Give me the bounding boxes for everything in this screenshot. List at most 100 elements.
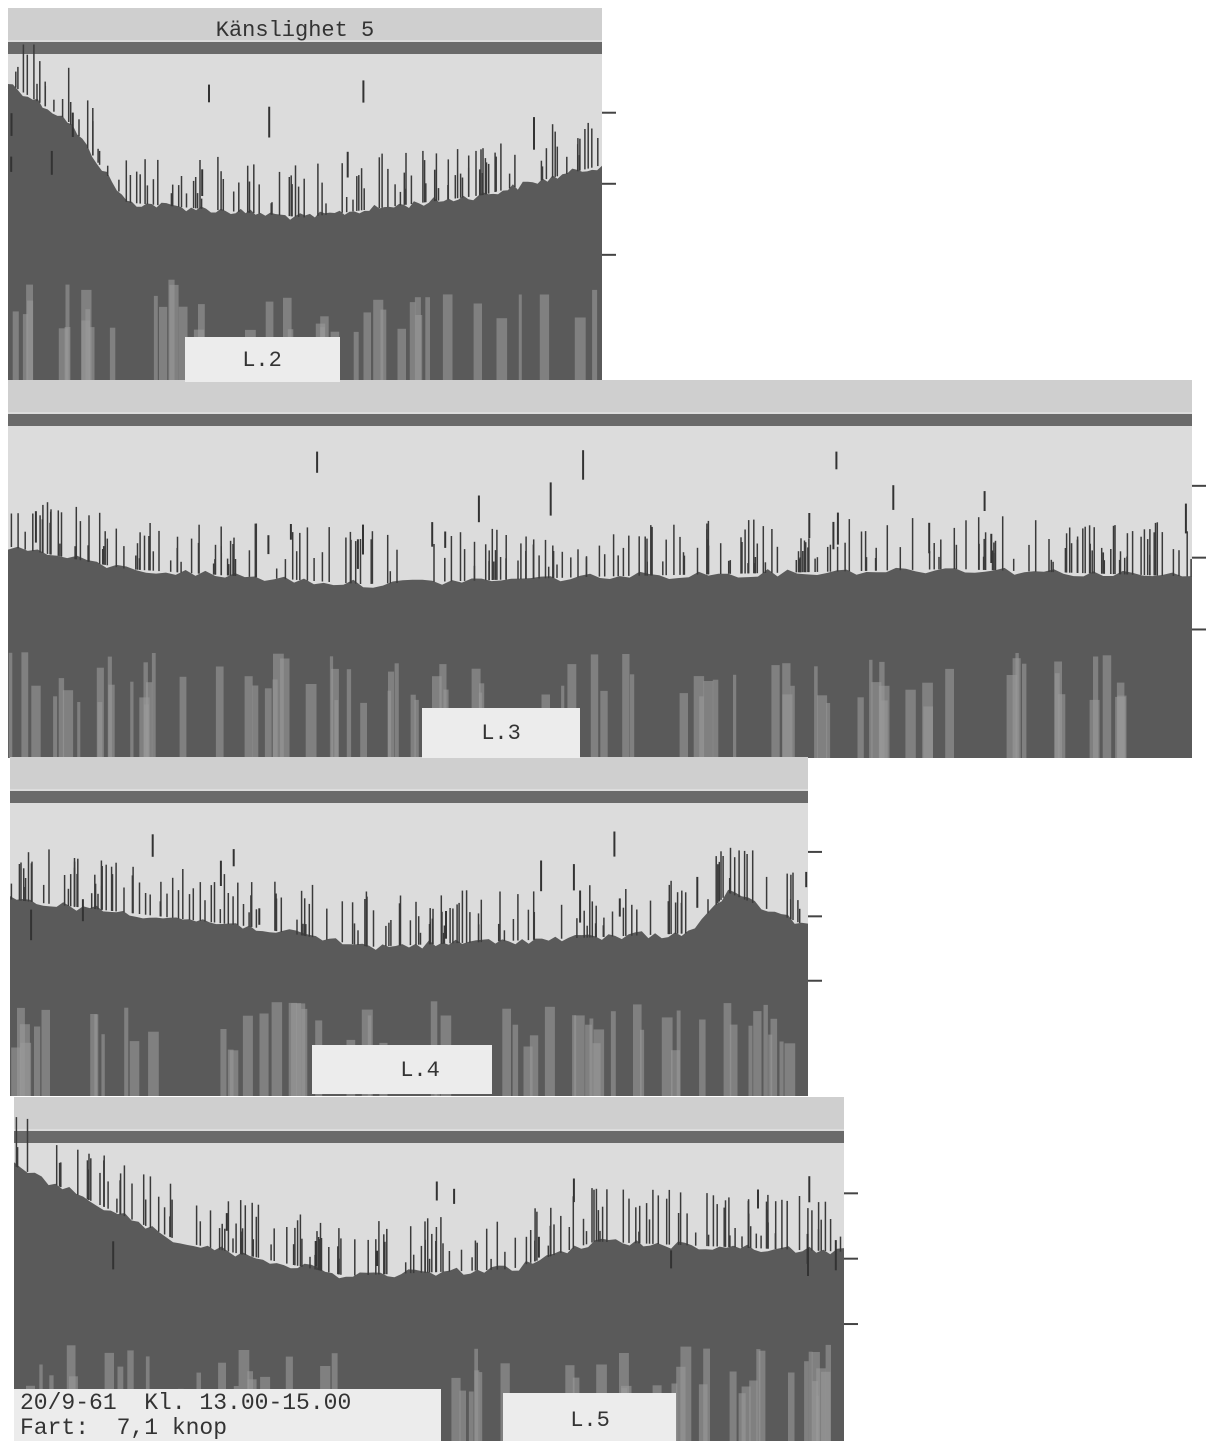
streak [545,1007,555,1096]
top-band [8,380,1192,412]
streak [110,328,115,382]
streak [146,682,152,758]
streak [306,684,317,758]
streak [756,1349,760,1441]
streak [90,1014,97,1096]
streak [945,669,954,758]
streak [23,314,28,382]
streak [108,685,114,758]
streak [713,680,719,758]
streak [360,703,367,758]
streak [159,307,167,382]
echo-strip [8,8,616,382]
streak [228,1050,234,1096]
zero-line [8,42,602,54]
streak [923,706,933,758]
streak [591,654,598,758]
footer-speed: Fart: 7,1 knop [20,1415,227,1441]
streak [53,696,57,758]
top-band [14,1097,844,1129]
streak [81,290,91,382]
streak [273,680,278,759]
streak [785,1043,796,1096]
streak [347,669,351,758]
streak [782,663,790,758]
streak [77,702,80,758]
streak [540,295,549,383]
streak [59,678,64,758]
streak [519,295,522,383]
streak [154,296,158,382]
streak [858,697,864,758]
sheet-title: Känslighet 5 [216,18,374,43]
streak [790,686,795,758]
streak [301,1009,307,1096]
streak [502,1009,511,1096]
streak [771,665,779,758]
streak [364,312,372,382]
streak [373,300,383,382]
streak [704,681,714,758]
streak [243,1016,253,1096]
strip-label: L.4 [400,1058,440,1083]
streak [1022,664,1026,758]
streak [622,654,629,758]
streak [388,691,392,758]
streak [280,659,289,759]
streak [764,1005,768,1096]
top-band [10,757,808,789]
streak [101,1034,104,1096]
streak [1054,662,1062,759]
streak [826,703,830,758]
streak [753,1011,761,1096]
echo-strip [8,380,1206,758]
streak [130,682,133,758]
streak [821,1372,830,1441]
streak [497,318,508,382]
page: Echogram {"header":{"title":"Känslighet … [0,0,1209,1441]
streak [513,1025,519,1096]
streak [530,1035,538,1096]
streak [469,1392,474,1441]
streak [780,1042,784,1097]
streak [34,1027,40,1097]
streak [180,677,187,758]
streak [594,1029,605,1096]
streak [98,702,103,758]
streak [677,1011,681,1097]
streak [676,1367,685,1441]
streak [640,1030,644,1096]
streak [694,676,704,758]
streak [600,691,607,758]
footer-date-time: 20/9-61 Kl. 13.00-15.00 [20,1390,351,1416]
streak [42,1010,51,1096]
zero-line [10,791,808,803]
streak [804,1361,809,1441]
streak [11,1048,21,1097]
streak [443,294,453,382]
streak [611,1011,616,1096]
streak [9,653,13,758]
streak [814,666,818,758]
streak [124,1008,128,1096]
streak [260,1014,269,1097]
streak [905,690,915,758]
streak [879,662,884,758]
streak [809,1352,813,1441]
streak [354,332,359,382]
streak [575,318,586,383]
streak [152,653,156,758]
streak [289,1003,297,1096]
streak [739,1393,746,1441]
streak [1103,655,1112,758]
streak [411,695,416,758]
streak [425,297,430,382]
strip-label: L.3 [481,721,521,746]
streak [410,302,416,382]
streak [63,690,73,758]
streak [730,1025,738,1096]
streak [272,1002,283,1096]
streak [252,686,258,759]
streak [245,676,253,758]
body: Känslighet 5 L.2 L.3 L.4 L.5 20/9-61 Kl.… [0,0,1209,1441]
